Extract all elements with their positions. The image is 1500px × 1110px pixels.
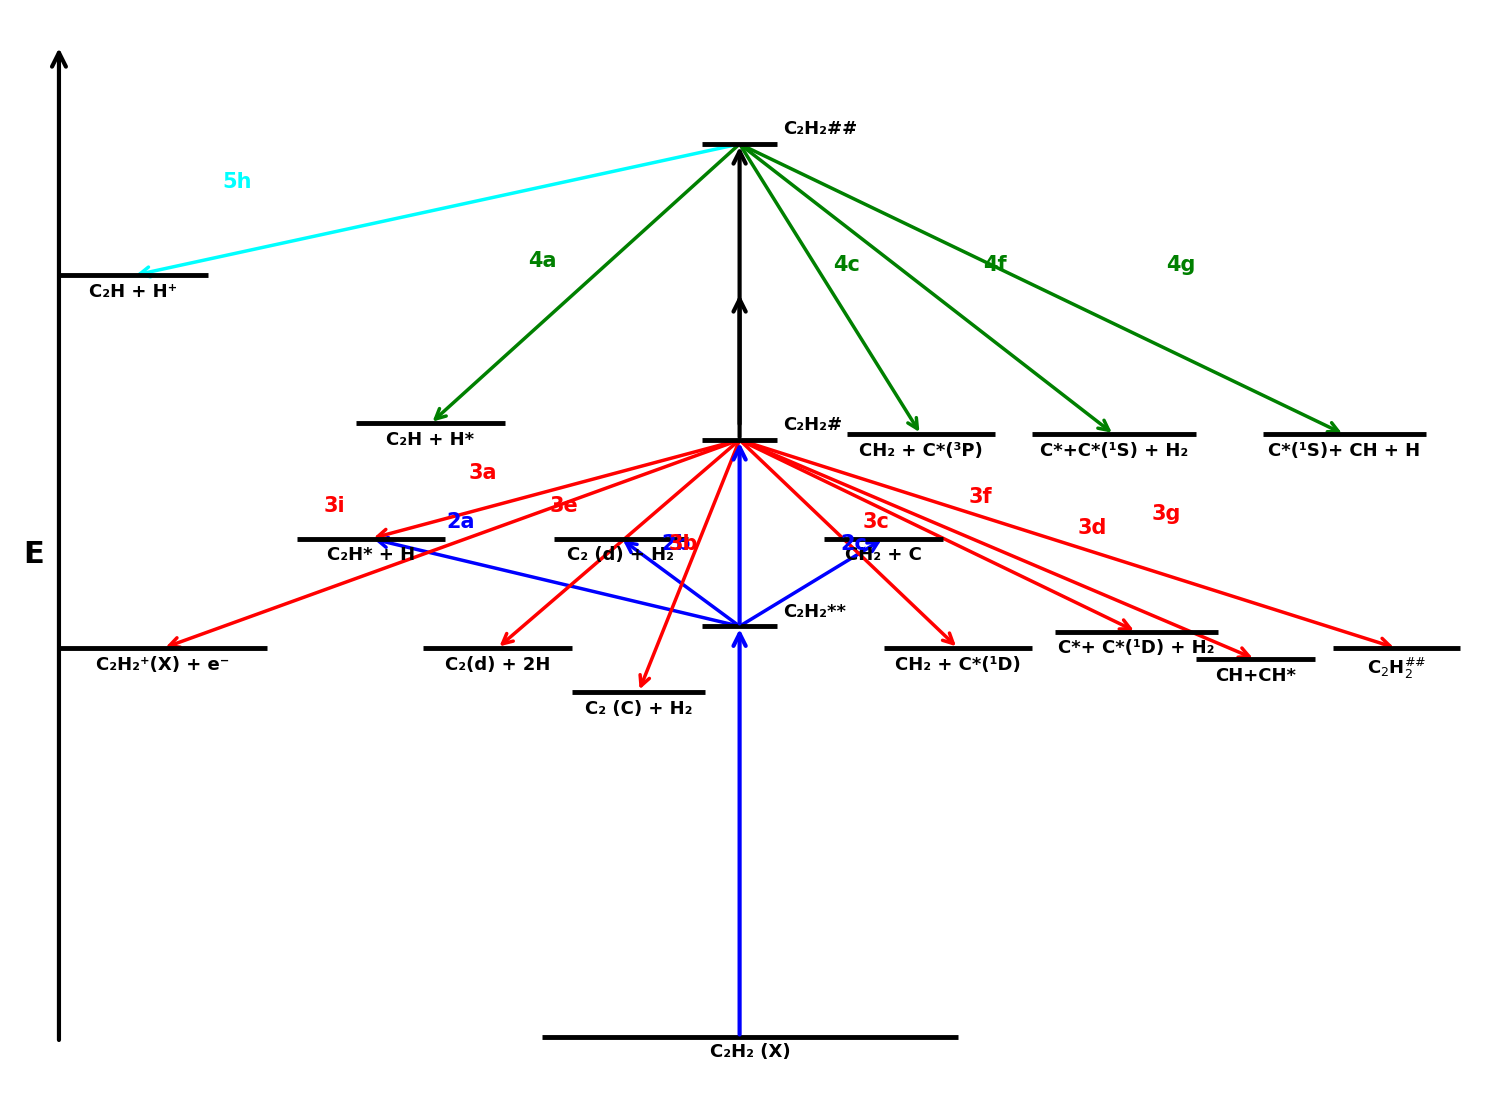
Text: C₂H* + H: C₂H* + H <box>327 546 416 564</box>
Text: C₂H + H⁺: C₂H + H⁺ <box>88 283 177 301</box>
Text: CH₂ + C*(¹D): CH₂ + C*(¹D) <box>896 656 1022 674</box>
Text: C₂H₂**: C₂H₂** <box>783 603 846 620</box>
Text: 3e: 3e <box>550 496 579 516</box>
Text: 3a: 3a <box>468 463 496 483</box>
Text: C₂H₂#: C₂H₂# <box>783 416 842 434</box>
Text: 4a: 4a <box>528 251 556 271</box>
Text: CH₂ + C*(³P): CH₂ + C*(³P) <box>859 442 982 461</box>
Text: 3d: 3d <box>1077 517 1107 537</box>
Text: C₂(d) + 2H: C₂(d) + 2H <box>444 656 550 674</box>
Text: C₂H₂⁺(X) + e⁻: C₂H₂⁺(X) + e⁻ <box>96 656 230 674</box>
Text: 4f: 4f <box>984 254 1006 274</box>
Text: CH₂ + C: CH₂ + C <box>846 546 922 564</box>
Text: C₂ (C) + H₂: C₂ (C) + H₂ <box>585 699 693 718</box>
Text: 2a: 2a <box>446 512 474 532</box>
Text: 3i: 3i <box>322 496 345 516</box>
Text: C₂H + H*: C₂H + H* <box>387 431 474 450</box>
Text: 4g: 4g <box>1167 254 1196 274</box>
Text: 3c: 3c <box>862 512 889 532</box>
Text: 2c: 2c <box>840 534 867 554</box>
Text: E: E <box>24 541 44 569</box>
Text: C₂H₂##: C₂H₂## <box>783 121 856 139</box>
Text: 4c: 4c <box>833 254 860 274</box>
Text: 5h: 5h <box>222 172 252 192</box>
Text: 3f: 3f <box>969 487 992 507</box>
Text: 2b: 2b <box>662 534 690 554</box>
Text: C*(¹S)+ CH + H: C*(¹S)+ CH + H <box>1269 442 1420 461</box>
Text: C*+C*(¹S) + H₂: C*+C*(¹S) + H₂ <box>1040 442 1188 461</box>
Text: C₂H₂ (X): C₂H₂ (X) <box>710 1042 791 1061</box>
Text: CH+CH*: CH+CH* <box>1215 667 1296 685</box>
Text: C*+ C*(¹D) + H₂: C*+ C*(¹D) + H₂ <box>1058 639 1215 657</box>
Text: C₂ (d) + H₂: C₂ (d) + H₂ <box>567 546 674 564</box>
Text: 3b: 3b <box>669 534 698 554</box>
Text: 3g: 3g <box>1152 504 1180 524</box>
Text: C$_2$H$_2^{\#\#}$: C$_2$H$_2^{\#\#}$ <box>1366 656 1426 680</box>
